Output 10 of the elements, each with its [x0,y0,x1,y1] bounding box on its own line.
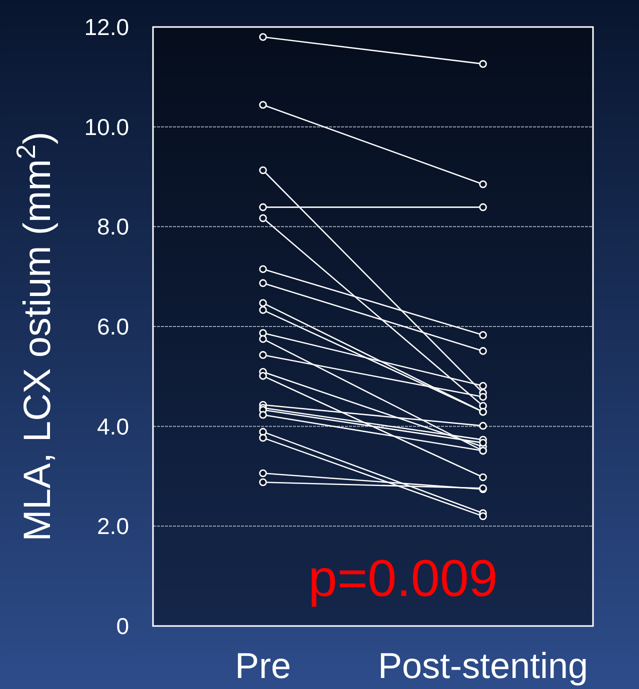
x-tick-label: Post-stenting [378,645,588,686]
y-tick-label: 2.0 [97,513,129,540]
y-tick-label: 12.0 [84,14,129,40]
y-tick-label: 4.0 [97,413,129,440]
x-tick-label: Pre [234,645,292,686]
y-tick-label: 10.0 [84,114,129,140]
y-tick-label: 0 [116,613,129,640]
annotation: p=0.009 [308,550,498,608]
y-tick-label: 8.0 [97,214,129,240]
y-tick-label: 6.0 [97,314,129,340]
